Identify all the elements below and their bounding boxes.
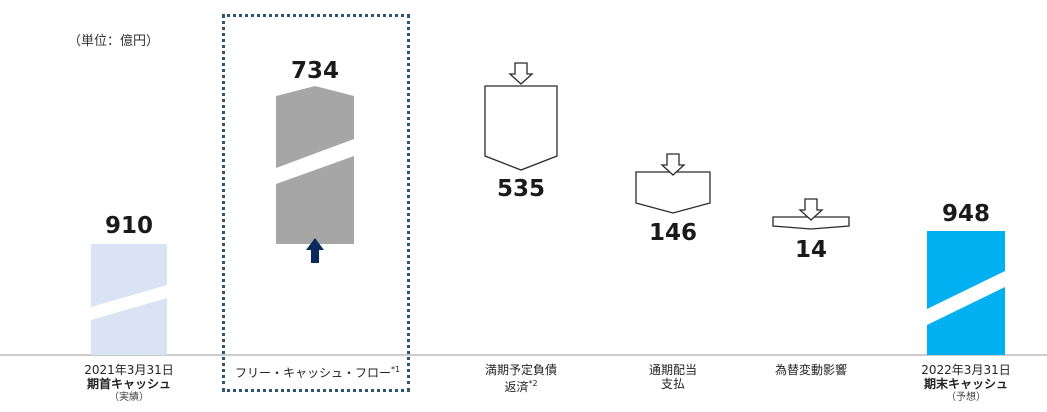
bar-step-4 <box>772 216 850 230</box>
category-label-dividend: 通期配当 支払 <box>648 363 697 391</box>
value-label-1: 734 <box>291 58 339 84</box>
value-label-0: 910 <box>105 213 153 239</box>
category-label-debt-repayment: 満期予定負債 返済*2 <box>484 363 557 394</box>
category-label-fx: 為替変動影響 <box>774 363 847 377</box>
bar-fcf-lower <box>276 156 354 244</box>
value-label-5: 948 <box>942 201 990 227</box>
bar-closing-lower <box>927 287 1005 355</box>
decrease-arrow-icon-2 <box>508 62 534 85</box>
bar-fcf-upper <box>276 86 354 168</box>
value-label-4: 14 <box>795 237 827 263</box>
bar-closing-upper <box>927 231 1005 309</box>
bar-step-3 <box>635 171 711 214</box>
fcf-highlight-box <box>222 14 410 392</box>
category-label-fcf: フリー・キャッシュ・フロー*1 <box>235 365 401 380</box>
bar-opening-upper <box>91 244 167 307</box>
value-label-3: 146 <box>649 220 697 246</box>
category-label-opening: 2021年3月31日 期首キャッシュ （実績） <box>84 363 174 403</box>
value-label-2: 535 <box>497 176 545 202</box>
increase-arrow-icon <box>306 238 324 263</box>
category-label-closing: 2022年3月31日 期末キャッシュ （予想） <box>921 363 1011 403</box>
unit-label: （単位：億円） <box>68 34 160 49</box>
bar-step-2 <box>484 85 558 171</box>
decrease-arrow-icon-3 <box>660 153 686 176</box>
decrease-arrow-icon-4 <box>798 198 824 221</box>
bar-opening-lower <box>91 298 167 355</box>
